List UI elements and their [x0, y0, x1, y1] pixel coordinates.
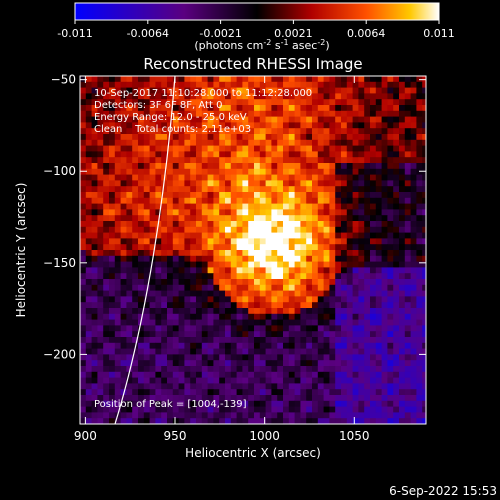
- y-axis-ticks: −50 −100 −150 −200: [43, 73, 426, 361]
- date-stamp: 6-Sep-2022 15:53: [389, 484, 497, 498]
- observation-info: 10-Sep-2017 11:10:28.000 to 11:12:28.000…: [94, 88, 312, 135]
- y-axis-label: Heliocentric Y (arcsec): [14, 183, 28, 318]
- x-tick-label-3: 1050: [339, 429, 370, 443]
- colorbar-tick-label-0: -0.011: [57, 27, 92, 40]
- colorbar-tick-label-1: -0.0064: [127, 27, 169, 40]
- solar-limb-curve: [114, 76, 176, 424]
- info-line-counts: Clean Total counts: 2.11e+03: [94, 124, 251, 135]
- chart-title: Reconstructed RHESSI Image: [143, 55, 362, 73]
- x-tick-label-2: 1000: [249, 429, 280, 443]
- y-tick-label-0: −50: [51, 73, 76, 87]
- info-line-detectors: Detectors: 3F 6F 8F, Att 0: [94, 100, 222, 111]
- y-tick-label-2: −150: [43, 256, 76, 270]
- colorbar-tick-label-5: 0.011: [423, 27, 455, 40]
- x-axis-ticks: 900 950 1000 1050: [74, 76, 370, 443]
- colorbar-unit-label: (photons cm-2 s-1 asec-2): [194, 38, 329, 52]
- y-tick-label-3: −200: [43, 347, 76, 361]
- x-axis-label: Heliocentric X (arcsec): [185, 446, 321, 460]
- colorbar: -0.011 -0.0064 -0.0021 0.0021 0.0064 0.011 (p…: [57, 2, 455, 52]
- colorbar-tick-label-2: -0.0021: [199, 27, 241, 40]
- info-line-time: 10-Sep-2017 11:10:28.000 to 11:12:28.000: [94, 88, 312, 99]
- info-line-energy: Energy Range: 12.0 - 25.0 keV: [94, 112, 247, 123]
- colorbar-ticks: -0.011 -0.0064 -0.0021 0.0021 0.0064 0.011: [57, 20, 455, 40]
- x-tick-label-1: 950: [164, 429, 187, 443]
- y-tick-label-1: −100: [43, 164, 76, 178]
- colorbar-tick-label-3: 0.0021: [274, 27, 313, 40]
- plot-frame: [79, 75, 427, 425]
- heatmap-image: [80, 76, 426, 424]
- colorbar-gradient: [74, 2, 440, 21]
- x-tick-label-0: 900: [74, 429, 97, 443]
- peak-position-text: Position of Peak = [1004,-139]: [94, 399, 247, 410]
- colorbar-tick-label-4: 0.0064: [347, 27, 386, 40]
